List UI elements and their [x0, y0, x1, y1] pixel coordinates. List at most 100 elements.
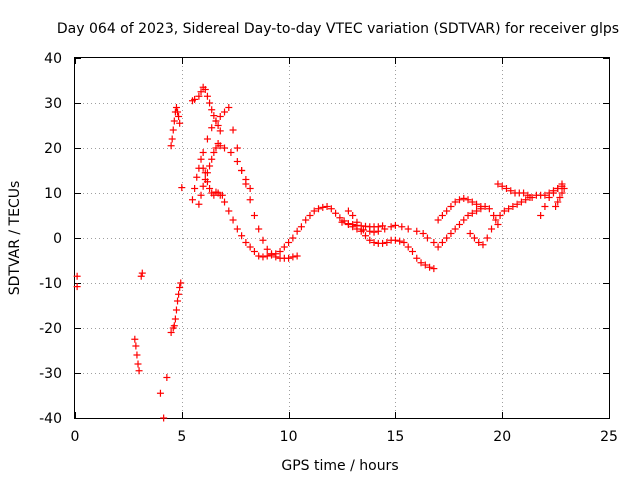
data-point	[513, 200, 521, 208]
data-point	[336, 214, 344, 222]
data-point	[212, 117, 220, 125]
data-point	[225, 207, 233, 215]
data-point	[272, 253, 280, 261]
data-point	[475, 239, 483, 246]
data-point	[434, 216, 442, 224]
data-point	[528, 194, 536, 201]
data-point	[549, 189, 557, 197]
data-point	[138, 269, 146, 277]
data-point	[206, 99, 214, 107]
data-point	[413, 254, 421, 262]
data-point	[133, 351, 141, 359]
data-point	[485, 205, 493, 213]
data-point	[172, 104, 180, 111]
data-point	[229, 216, 237, 224]
data-point	[191, 185, 199, 192]
data-point	[210, 112, 218, 120]
data-point	[170, 322, 178, 330]
data-point	[488, 225, 496, 233]
data-point	[398, 223, 406, 231]
data-point	[366, 236, 374, 244]
data-point	[168, 135, 176, 143]
data-point	[502, 185, 510, 192]
data-point	[131, 335, 139, 343]
data-point	[468, 198, 476, 206]
data-point	[132, 342, 140, 350]
data-point	[193, 173, 201, 181]
data-point	[404, 225, 412, 233]
data-point	[473, 200, 481, 208]
data-point	[423, 234, 431, 242]
data-point	[391, 236, 399, 244]
y-tick-label: 30	[44, 96, 62, 112]
data-point	[221, 108, 229, 116]
data-point	[233, 144, 241, 152]
data-point	[556, 194, 564, 201]
chart-title: Day 064 of 2023, Sidereal Day-to-day VTE…	[57, 21, 619, 37]
data-point	[470, 234, 478, 242]
data-point	[455, 221, 463, 228]
data-point	[370, 228, 378, 236]
x-axis-label: GPS time / hours	[281, 458, 398, 474]
data-point	[479, 241, 487, 249]
data-point	[250, 212, 258, 219]
data-point	[370, 239, 378, 246]
data-point	[210, 149, 218, 156]
data-point	[176, 119, 184, 127]
data-point	[246, 243, 254, 251]
x-tick-label: 20	[493, 429, 511, 445]
data-point	[285, 239, 293, 246]
data-point	[494, 180, 502, 188]
data-point	[201, 176, 209, 183]
data-point	[203, 92, 211, 100]
data-point	[137, 272, 145, 280]
data-point	[517, 198, 525, 206]
data-point	[419, 230, 427, 237]
data-point	[216, 127, 224, 135]
data-point	[268, 250, 276, 258]
data-point	[344, 207, 352, 215]
data-point	[505, 205, 513, 213]
data-point	[541, 191, 549, 199]
y-tick-label: 0	[53, 231, 62, 247]
data-point	[276, 248, 284, 255]
data-point	[349, 223, 357, 231]
data-point	[315, 205, 323, 213]
data-point	[560, 185, 568, 192]
data-point	[191, 95, 199, 103]
data-point	[302, 216, 310, 224]
data-point	[460, 194, 468, 202]
x-tick-label: 5	[177, 429, 186, 445]
data-point	[400, 239, 408, 246]
data-point	[208, 124, 216, 132]
data-point	[293, 227, 301, 235]
data-point	[73, 272, 81, 280]
data-point	[554, 198, 562, 206]
data-point	[344, 221, 352, 228]
data-point	[387, 223, 395, 231]
data-point	[443, 207, 451, 215]
x-tick-label: 25	[600, 429, 618, 445]
data-point	[170, 117, 178, 125]
axis-ticks	[75, 58, 610, 419]
data-point	[451, 198, 459, 206]
data-point	[541, 203, 549, 210]
data-point	[490, 212, 498, 219]
data-point	[199, 149, 207, 156]
data-point	[163, 374, 171, 381]
data-point	[255, 252, 263, 260]
data-point	[379, 239, 387, 247]
data-point	[481, 203, 489, 210]
data-point	[522, 196, 530, 204]
grid	[75, 58, 609, 418]
data-point	[464, 196, 472, 204]
data-point	[509, 203, 517, 210]
data-point	[455, 196, 463, 204]
data-point	[250, 248, 258, 255]
data-point	[460, 216, 468, 224]
data-point	[203, 169, 211, 177]
y-tick-label: 40	[44, 51, 62, 67]
data-point	[554, 185, 562, 192]
data-point	[175, 290, 183, 298]
